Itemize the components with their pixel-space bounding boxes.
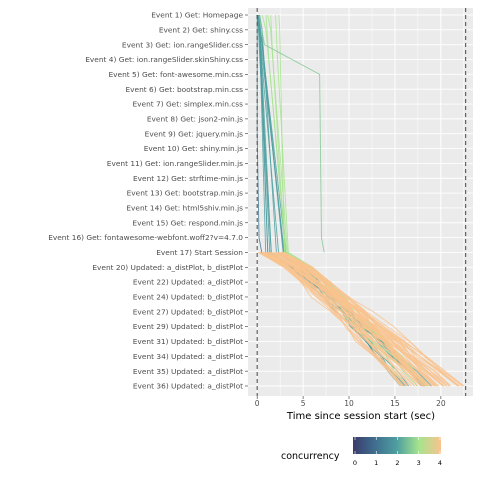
session-line	[281, 252, 463, 387]
legend-tick-label: 0	[353, 459, 357, 467]
y-tick-label: Event 31) Updated: b_distPlot	[133, 337, 243, 346]
session-line	[259, 252, 415, 387]
session-line	[283, 252, 439, 387]
y-tick-label: Event 6) Get: bootstrap.min.css	[125, 85, 243, 94]
y-tick-label: Event 15) Get: respond.min.js	[132, 218, 243, 227]
legend-tick-label: 3	[417, 459, 421, 467]
y-tick-label: Event 35) Updated: a_distPlot	[133, 367, 243, 376]
legend-tick-label: 1	[374, 459, 378, 467]
y-tick-label: Event 4) Get: ion.rangeSlider.skinShiny.…	[85, 55, 243, 64]
y-tick-label: Event 1) Get: Homepage	[151, 11, 243, 20]
y-tick-label: Event 17) Start Session	[156, 248, 243, 257]
session-line	[270, 252, 436, 387]
legend-tick-label: 2	[395, 459, 399, 467]
session-line	[265, 252, 431, 387]
session-line	[258, 252, 401, 387]
session-line	[260, 252, 427, 387]
y-tick-label: Event 22) Updated: a_distPlot	[133, 278, 243, 287]
y-tick-label: Event 10) Get: shiny.min.js	[144, 144, 243, 153]
session-line	[275, 14, 426, 387]
x-tick-label: 15	[390, 399, 400, 408]
session-line	[269, 252, 402, 387]
y-tick-label: Event 34) Updated: a_distPlot	[133, 352, 243, 361]
y-tick-label: Event 2) Get: shiny.css	[159, 25, 243, 34]
session-line-highlight	[258, 14, 325, 253]
legend-tick-label: 4	[438, 459, 442, 467]
y-tick-label: Event 20) Updated: a_distPlot, b_distPlo…	[92, 263, 243, 272]
y-tick-label: Event 27) Updated: b_distPlot	[133, 307, 243, 316]
reference-lines	[256, 8, 467, 396]
y-tick-label: Event 16) Get: fontawesome-webfont.woff2…	[48, 233, 243, 242]
y-tick-label: Event 8) Get: json2-min.js	[147, 114, 243, 123]
y-tick-label: Event 36) Updated: a_distPlot	[133, 382, 243, 391]
y-tick-labels: Event 1) Get: Homepage Event 2) Get: shin…	[48, 11, 248, 391]
session-line	[274, 252, 428, 387]
line-layer	[256, 14, 465, 387]
x-tick-label: 5	[301, 399, 306, 408]
session-line	[269, 252, 448, 387]
session-line	[275, 252, 458, 387]
x-tick-labels: 0 5 10 15 20	[255, 396, 446, 408]
legend-title: concurrency	[281, 451, 340, 462]
x-tick-label: 0	[255, 399, 260, 408]
y-tick-label: Event 3) Get: ion.rangeSlider.css	[122, 40, 243, 49]
y-tick-label: Event 5) Get: font-awesome.min.css	[109, 70, 244, 79]
session-line	[269, 252, 445, 387]
y-tick-label: Event 29) Updated: b_distPlot	[133, 322, 243, 331]
y-tick-label: Event 9) Get: jquery.min.js	[145, 129, 243, 138]
y-tick-label: Event 13) Get: bootstrap.min.js	[127, 189, 243, 198]
y-tick-label: Event 7) Get: simplex.min.css	[132, 100, 243, 109]
legend-colorbar	[353, 437, 441, 454]
x-tick-label: 10	[344, 399, 354, 408]
y-tick-label: Event 24) Updated: b_distPlot	[133, 293, 243, 302]
y-tick-label: Event 14) Get: html5shiv.min.js	[126, 204, 243, 213]
y-tick-label: Event 12) Get: strftime-min.js	[133, 174, 243, 183]
y-tick-label: Event 11) Get: ion.rangeSlider.min.js	[107, 159, 243, 168]
x-tick-label: 20	[436, 399, 446, 408]
x-axis-title: Time since session start (sec)	[286, 411, 435, 422]
legend: concurrency 0 1 2 3 4	[281, 437, 442, 467]
legend-ticks: 0 1 2 3 4	[353, 437, 442, 467]
